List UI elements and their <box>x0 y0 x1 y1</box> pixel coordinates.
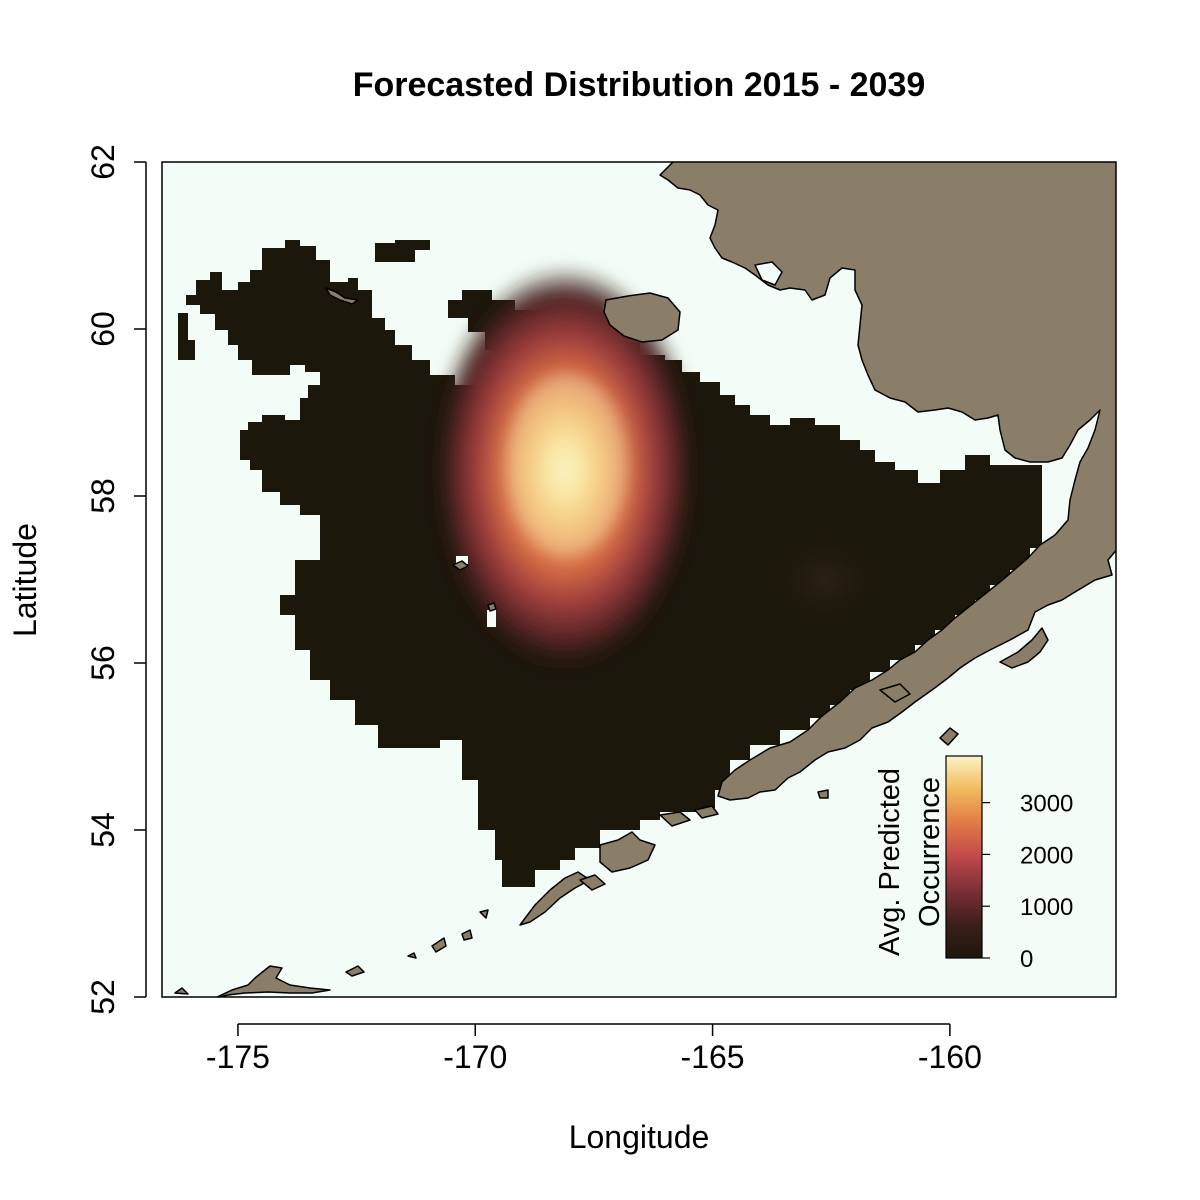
plot-frame <box>161 161 1117 998</box>
land-aleutian-island <box>461 929 473 941</box>
surface-hole <box>487 610 496 627</box>
y-tick-label: 62 <box>85 144 121 180</box>
land-aleutian-island <box>407 952 417 959</box>
land-aleutian-island <box>174 987 189 995</box>
y-axis: 52 54 56 58 60 62 <box>85 144 147 1015</box>
land-kodiak-island <box>999 627 1049 669</box>
occurrence-north-patch <box>375 240 430 262</box>
land-aleutian-island <box>345 965 365 977</box>
legend-tick-label: 2000 <box>1020 842 1073 869</box>
land-aleutian-island <box>879 683 911 703</box>
land-pribilof-island <box>487 602 497 612</box>
legend-ticks: 0 1000 2000 3000 <box>982 791 1073 973</box>
legend-colorbar <box>945 755 983 959</box>
land-alaska-mainland <box>659 162 1116 801</box>
y-tick-label: 58 <box>85 478 121 514</box>
y-tick-label: 52 <box>85 979 121 1015</box>
occurrence-minor-hotspot <box>760 525 890 635</box>
occurrence-hotspot <box>430 265 700 675</box>
legend-tick-label: 1000 <box>1020 894 1073 921</box>
chart-title: Forecasted Distribution 2015 - 2039 <box>353 66 926 104</box>
legend-tick-label: 3000 <box>1020 791 1073 818</box>
land-aleutian-island <box>939 727 959 746</box>
plot-area: 0 1000 2000 3000 Avg. Predicted Occurrence <box>162 162 1116 997</box>
y-tick-label: 56 <box>85 645 121 681</box>
land <box>174 162 1116 997</box>
land-pribilof-island <box>452 560 469 571</box>
land-aleutian-island <box>659 811 691 827</box>
x-tick-label: -170 <box>443 1039 507 1075</box>
x-tick-label: -160 <box>918 1039 982 1075</box>
x-tick-label: -165 <box>681 1039 745 1075</box>
land-aleutian-island <box>431 937 447 953</box>
x-axis: -175 -170 -165 -160 <box>206 1023 982 1075</box>
y-tick-label: 54 <box>85 812 121 848</box>
x-axis-label: Longitude <box>569 1119 710 1155</box>
y-axis-label: Latitude <box>7 523 43 637</box>
legend-title-line2: Occurrence <box>914 777 946 927</box>
land-st-matthew-island <box>325 287 359 305</box>
legend: 0 1000 2000 3000 Avg. Predicted Occurrence <box>874 755 1073 973</box>
land-aleutian-island <box>817 789 829 799</box>
y-tick-label: 60 <box>85 311 121 347</box>
land-aleutian-island <box>579 874 606 891</box>
land-nunivak-island <box>603 292 681 343</box>
legend-tick-label: 0 <box>1020 946 1033 973</box>
x-tick-label: -175 <box>206 1039 270 1075</box>
land-unimak-island <box>599 831 656 873</box>
land-aleutian-island <box>479 909 489 919</box>
occurrence-west-patch <box>178 313 195 360</box>
land-aleutian-island <box>694 805 719 819</box>
land-aleutian-island <box>215 965 331 997</box>
surface-hole <box>456 556 468 564</box>
legend-title-line1: Avg. Predicted <box>874 768 906 956</box>
land-inner-bay <box>754 261 783 286</box>
